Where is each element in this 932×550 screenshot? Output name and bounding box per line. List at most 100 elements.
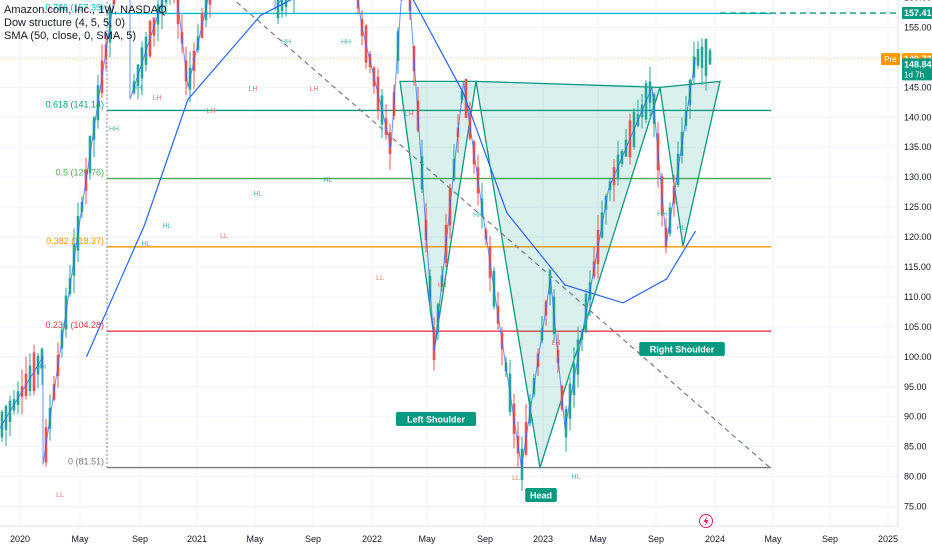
price-tick-label: 160.00: [904, 0, 932, 3]
structure-marker: LL: [512, 475, 520, 482]
grid-lines: [0, 0, 898, 526]
time-tick-label: May: [71, 534, 89, 544]
price-tag-bg: [902, 7, 932, 20]
time-tick-label: 2020: [10, 534, 30, 544]
structure-marker: HL: [677, 225, 686, 232]
candle: [293, 0, 295, 14]
structure-marker: HH: [36, 364, 46, 371]
price-tag-countdown: 1d 7h: [904, 70, 924, 79]
candle: [284, 0, 288, 17]
time-tick-label: May: [418, 534, 436, 544]
time-tick-label: May: [764, 534, 782, 544]
time-tick-label: 2021: [187, 534, 207, 544]
downtrend-line: [233, 0, 771, 469]
candle: [173, 0, 175, 4]
structure-marker: LL: [56, 492, 64, 499]
candle-body: [160, 0, 164, 14]
candle: [280, 0, 284, 18]
price-tick-label: 115.00: [904, 262, 931, 272]
structure-marker: HL: [324, 177, 333, 184]
legend-sma: SMA (50, close, 0, SMA, 5): [4, 30, 137, 42]
structure-marker: LH: [310, 86, 319, 93]
pattern-label-text: Right Shoulder: [650, 345, 715, 355]
price-tick-label: 85.00: [904, 442, 927, 452]
structure-marker: LH: [249, 86, 258, 93]
earnings-event-icon: [699, 514, 713, 528]
price-tick-label: 130.00: [904, 172, 932, 182]
candle-body: [208, 0, 212, 5]
time-tick-label: Sep: [132, 534, 148, 544]
price-tag-value: 148.84: [904, 59, 932, 69]
left-shoulder-area: [399, 80, 477, 345]
lightning-icon: [703, 516, 709, 526]
price-tick-label: 95.00: [904, 382, 927, 392]
legend-symbol: Amazon.com, Inc., 1W, NASDAQ: [4, 4, 167, 16]
price-tick-label: 145.00: [904, 82, 932, 92]
price-tick-label: 105.00: [904, 322, 932, 332]
candle: [4, 404, 8, 446]
price-tick-label: 110.00: [904, 292, 931, 302]
fib-level-label: 0.786 (157.35): [45, 2, 104, 12]
structure-marker: LH: [438, 282, 447, 289]
pattern-label-text: Left Shoulder: [407, 415, 465, 425]
price-tag-prefix-bg: [881, 53, 900, 66]
candle: [700, 38, 704, 85]
time-tick-label: May: [246, 534, 264, 544]
structure-marker: HH: [109, 126, 119, 133]
structure-marker: HL: [572, 474, 581, 481]
time-tick-label: Sep: [477, 534, 493, 544]
structure-marker: HL: [254, 191, 263, 198]
fib-level-label: 0.382 (118.37): [46, 236, 104, 246]
time-tick-label: 2025: [878, 534, 898, 544]
time-axis: 2020 May Sep 2021 May Sep 2022 May Sep 2023 May Sep…: [0, 525, 932, 550]
structure-marker: HH: [341, 39, 351, 46]
price-tick-label: 90.00: [904, 412, 927, 422]
structure-zigzag: [0, 0, 696, 468]
time-tick-label: Sep: [822, 534, 838, 544]
price-axis-bg: [898, 0, 932, 550]
structure-marker: LH: [405, 111, 414, 118]
time-tick-label: 2024: [705, 534, 725, 544]
structure-marker: HH: [657, 211, 667, 218]
price-tick-label: 80.00: [904, 472, 927, 482]
inverse-head-shoulders-pattern: [399, 80, 721, 468]
price-tick-label: 120.00: [904, 232, 932, 242]
candle: [24, 356, 28, 400]
pattern-label-text: Head: [530, 491, 552, 501]
price-tick-label: 140.00: [904, 112, 932, 122]
pattern-label-bg: [525, 488, 557, 502]
candle: [28, 353, 32, 397]
structure-marker: HH: [473, 212, 483, 219]
candle: [704, 38, 708, 91]
price-tag-bg: [902, 58, 932, 81]
pattern-label-bg: [639, 342, 725, 356]
fib-level-label: 0.618 (141.14): [45, 99, 104, 109]
structure-marker: HH: [281, 39, 291, 46]
time-tick-label: 2023: [533, 534, 553, 544]
price-tick-label: 100.00: [904, 352, 932, 362]
candle-body: [164, 0, 168, 3]
left-shoulder-label: Left Shoulder: [395, 412, 477, 426]
pattern-label-bg: [395, 412, 477, 426]
candle: [696, 41, 700, 69]
structure-marker: LH: [153, 95, 162, 102]
fib-retracement: 1 (178.00)0.786 (157.35)0.618 (141.14)0.…: [45, 0, 771, 469]
candle-body: [176, 0, 180, 25]
right-shoulder-label: Right Shoulder: [639, 342, 725, 356]
candle: [136, 64, 140, 100]
price-tag: 157.41: [902, 7, 932, 20]
candle-body: [276, 0, 280, 19]
structure-marker: HL: [142, 241, 151, 248]
legend-dow-structure: Dow structure (4, 5, 5, 0): [4, 17, 126, 29]
structure-marker: LH: [552, 340, 561, 347]
candle: [208, 0, 212, 19]
price-tag-prefix: Pre: [884, 55, 897, 64]
price-tick-label: 135.00: [904, 142, 932, 152]
candle-body: [280, 0, 284, 11]
structure-marker: LL: [376, 275, 384, 282]
fib-level-label: 0.236 (104.28): [45, 320, 104, 330]
candle-body: [696, 49, 700, 66]
price-axis: USD75.0080.0085.0090.0095.00100.00105.00…: [897, 0, 932, 550]
